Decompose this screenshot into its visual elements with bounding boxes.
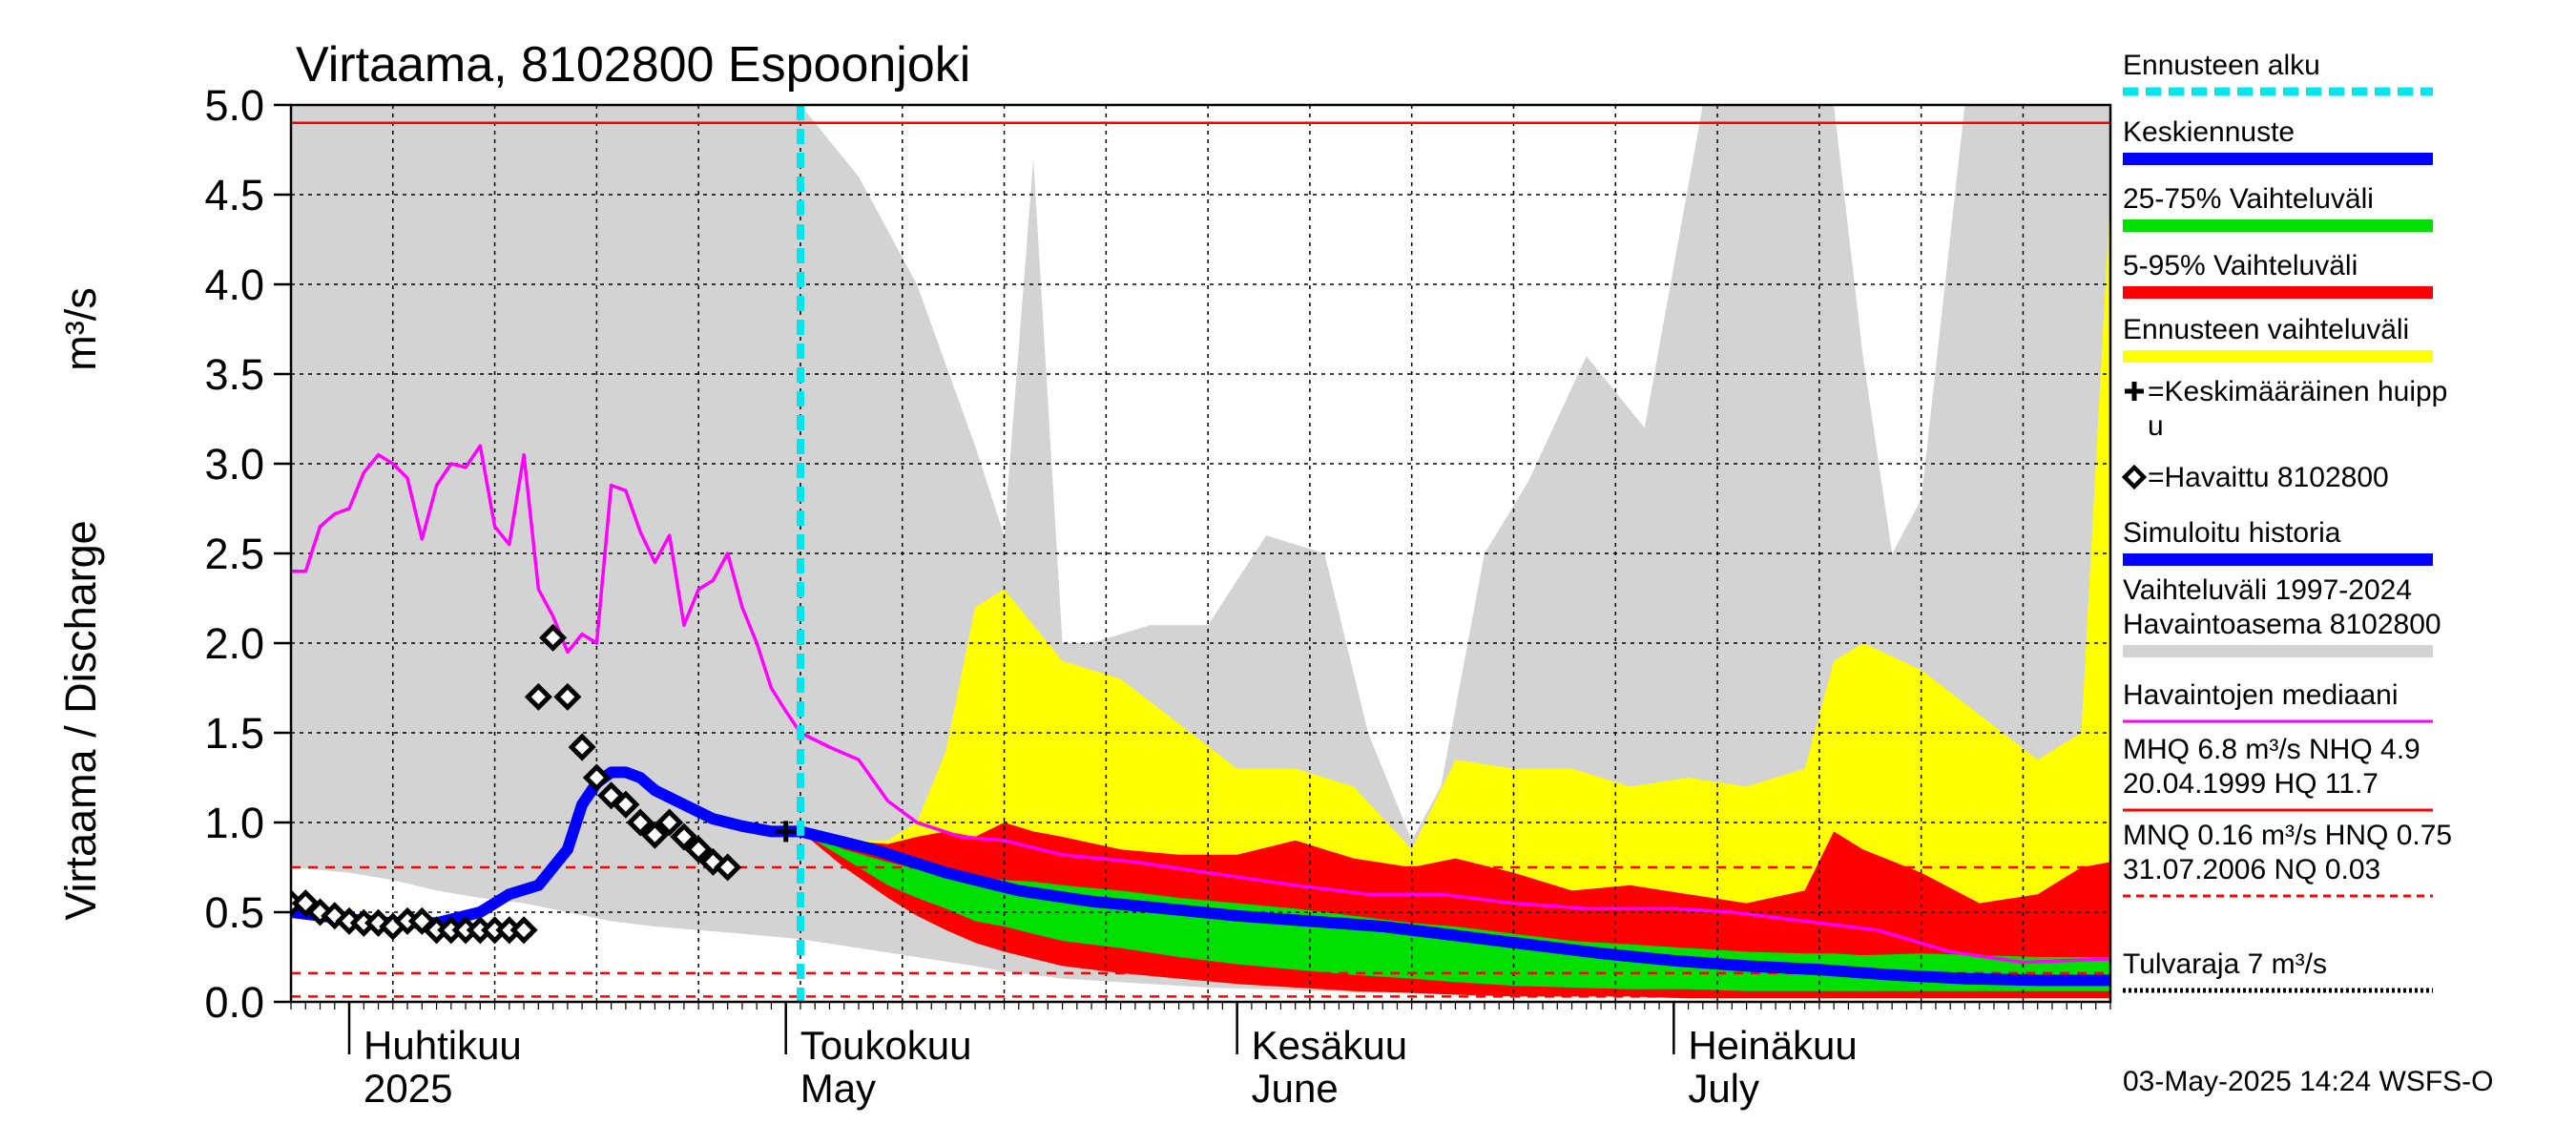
legend-label: Keskiennuste bbox=[2123, 116, 2295, 148]
legend-swatch bbox=[2123, 350, 2433, 363]
legend-label: MHQ 6.8 m³/s NHQ 4.9 bbox=[2123, 734, 2420, 765]
y-tick-label: 1.5 bbox=[204, 709, 264, 758]
legend-label-2: 20.04.1999 HQ 11.7 bbox=[2123, 768, 2379, 800]
y-tick-label: 0.0 bbox=[204, 978, 264, 1027]
legend-plus-icon bbox=[2125, 382, 2144, 401]
y-tick-label: 1.0 bbox=[204, 799, 264, 847]
mean-peak-marker bbox=[775, 821, 797, 843]
legend-label-2: 31.07.2006 NQ 0.03 bbox=[2123, 854, 2380, 885]
legend-label: Vaihteluväli 1997-2024 bbox=[2123, 574, 2412, 606]
legend-label: 25-75% Vaihteluväli bbox=[2123, 183, 2374, 215]
chart-title: Virtaama, 8102800 Espoonjoki bbox=[296, 37, 970, 93]
median-line bbox=[291, 444, 2110, 965]
observed-point bbox=[684, 835, 713, 864]
observed-point bbox=[670, 822, 698, 851]
month-label-fi: Heinäkuu bbox=[1688, 1023, 1857, 1068]
month-label-en: July bbox=[1688, 1066, 1759, 1111]
legend-label-2: u bbox=[2148, 410, 2164, 442]
y-tick-label: 2.0 bbox=[204, 619, 264, 668]
y-tick-label: 4.5 bbox=[204, 171, 264, 219]
legend-label: Havaintojen mediaani bbox=[2123, 679, 2399, 711]
observed-point bbox=[640, 821, 669, 849]
observed-point bbox=[714, 853, 742, 882]
timestamp: 03-May-2025 14:24 WSFS-O bbox=[2123, 1066, 2494, 1097]
legend-label: =Keskimääräinen huipp bbox=[2148, 376, 2447, 407]
y-tick-label: 2.5 bbox=[204, 530, 264, 578]
month-label-en: June bbox=[1252, 1066, 1339, 1111]
y-axis-ticks: 0.0 0.5 1.0 1.5 2.0 2.5 3.0 3.5 4.0 4.5 5.0 bbox=[204, 81, 291, 1027]
legend-label: MNQ 0.16 m³/s HNQ 0.75 bbox=[2123, 820, 2452, 851]
y-axis-label: Virtaama / Discharge bbox=[56, 520, 105, 920]
month-label-en: May bbox=[800, 1066, 876, 1111]
legend-label: Simuloitu historia bbox=[2123, 517, 2341, 549]
observed-point bbox=[612, 790, 640, 819]
y-tick-label: 3.0 bbox=[204, 440, 264, 489]
legend-label: Tulvaraja 7 m³/s bbox=[2123, 948, 2327, 980]
mean-forecast-line bbox=[795, 825, 2110, 987]
legend-swatch bbox=[2123, 553, 2433, 566]
observed-point bbox=[582, 763, 611, 792]
legend-label: Ennusteen vaihteluväli bbox=[2123, 314, 2409, 345]
observed-point bbox=[655, 808, 684, 837]
month-label-en: 2025 bbox=[364, 1066, 452, 1111]
legend-swatch bbox=[2123, 645, 2433, 657]
history-range-band bbox=[291, 105, 2110, 997]
legend-label: =Havaittu 8102800 bbox=[2148, 462, 2389, 493]
observed-point bbox=[568, 733, 596, 761]
legend-label: 5-95% Vaihteluväli bbox=[2123, 250, 2358, 281]
y-tick-label: 0.5 bbox=[204, 888, 264, 937]
y-tick-label: 3.5 bbox=[204, 350, 264, 399]
y-axis-unit: m³/s bbox=[56, 287, 105, 370]
observed-point bbox=[539, 623, 568, 652]
plot-frame bbox=[289, 103, 2112, 1004]
y-tick-label: 5.0 bbox=[204, 81, 264, 130]
observed-point bbox=[553, 682, 582, 711]
month-label-fi: Kesäkuu bbox=[1252, 1023, 1407, 1068]
observed-point bbox=[524, 682, 552, 711]
month-label-fi: Toukokuu bbox=[800, 1023, 972, 1068]
forecast-range-band bbox=[800, 195, 2110, 999]
observed-point bbox=[626, 808, 654, 837]
legend: Ennusteen alku Keskiennuste 25-75% Vaihtel… bbox=[2121, 50, 2452, 993]
legend-swatch bbox=[2123, 153, 2433, 165]
legend-label: Ennusteen alku bbox=[2123, 50, 2320, 81]
month-label-fi: Huhtikuu bbox=[364, 1023, 522, 1068]
y-tick-label: 4.0 bbox=[204, 260, 264, 309]
legend-swatch bbox=[2123, 219, 2433, 232]
plot-area bbox=[291, 105, 2110, 1002]
legend-label-2: Havaintoasema 8102800 bbox=[2123, 609, 2441, 640]
legend-diamond-icon bbox=[2121, 464, 2148, 490]
observed-point bbox=[509, 916, 538, 945]
legend-swatch bbox=[2123, 286, 2433, 299]
